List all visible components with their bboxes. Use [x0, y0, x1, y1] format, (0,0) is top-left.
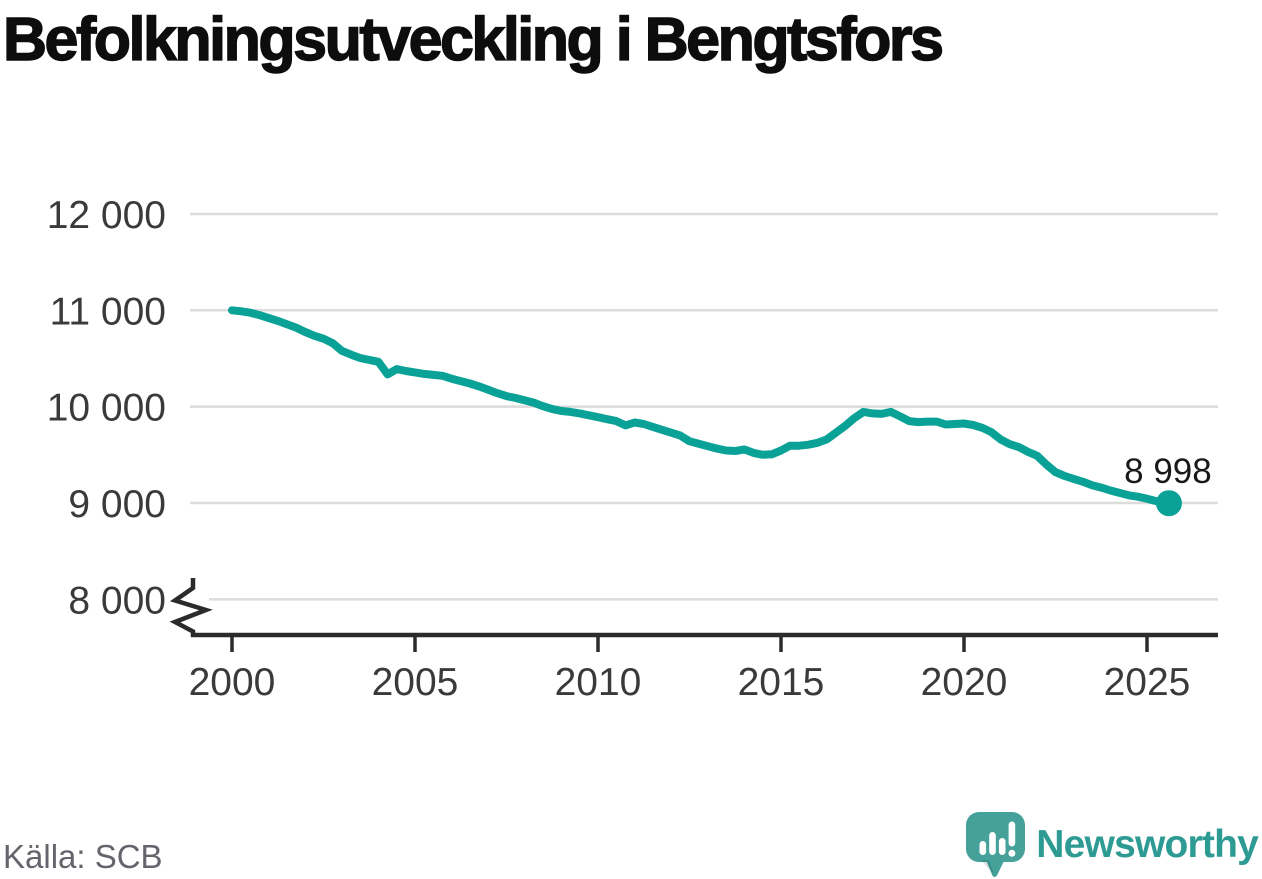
y-tick-label: 9 000: [68, 483, 166, 526]
brand-logo: Newsworthy: [966, 812, 1259, 878]
brand-name: Newsworthy: [1036, 823, 1259, 866]
x-tick-label: 2015: [738, 661, 825, 704]
population-line: [228, 306, 1173, 508]
x-tick-label: 2000: [189, 661, 276, 704]
source-label: Källa: SCB: [3, 838, 163, 875]
y-tick-label: 8 000: [68, 579, 166, 622]
y-tick-label: 12 000: [47, 194, 166, 237]
page-title: Befolkningsutveckling i Bengtsfors: [2, 4, 945, 73]
speech-bubble-bar-chart-icon: [966, 812, 1026, 877]
y-tick-label: 10 000: [47, 387, 166, 430]
axis-layer: [169, 578, 1218, 652]
x-tick-label: 2010: [555, 661, 642, 704]
x-tick-label: 2020: [921, 661, 1008, 704]
x-tick-label: 2025: [1104, 661, 1191, 704]
latest-value-label: 8 998: [1124, 452, 1212, 491]
labels-layer: 8 000 9 000 10 000 11 000 12 000 2000 2005 2010…: [47, 194, 1212, 704]
y-tick-label: 11 000: [50, 290, 166, 333]
gridlines-layer: [190, 212, 1218, 601]
latest-value-dot: [1155, 490, 1182, 517]
series-layer: [228, 306, 1182, 517]
x-tick-label: 2005: [372, 661, 459, 704]
axis-break-icon: [169, 578, 213, 637]
